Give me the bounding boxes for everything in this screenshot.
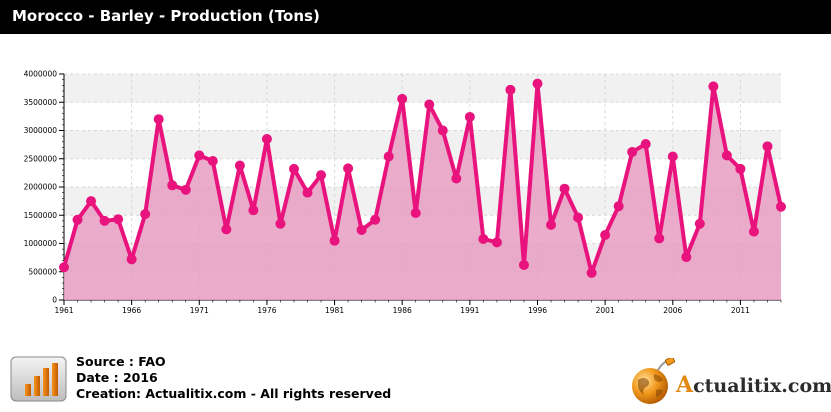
data-point bbox=[113, 214, 124, 225]
x-tick-label: 2001 bbox=[596, 306, 615, 315]
data-point bbox=[59, 262, 69, 273]
data-point bbox=[586, 267, 597, 278]
data-point bbox=[748, 226, 759, 237]
actualitix-logo[interactable]: Actualitix.com bbox=[628, 350, 831, 408]
x-tick-label: 1996 bbox=[528, 306, 547, 315]
data-point bbox=[234, 160, 245, 171]
data-point bbox=[546, 219, 557, 230]
data-point bbox=[694, 218, 705, 229]
y-tick-label: 3000000 bbox=[24, 126, 58, 135]
data-point bbox=[464, 111, 475, 122]
data-point bbox=[72, 214, 83, 225]
data-point bbox=[518, 259, 529, 270]
x-tick-label: 1986 bbox=[393, 306, 412, 315]
data-point bbox=[370, 214, 381, 225]
data-point bbox=[275, 218, 286, 229]
grid-band bbox=[64, 102, 781, 131]
data-point bbox=[735, 163, 746, 174]
data-point bbox=[437, 125, 448, 136]
data-point bbox=[640, 139, 651, 150]
x-tick-label: 2006 bbox=[663, 306, 682, 315]
y-tick-label: 1500000 bbox=[24, 211, 58, 220]
data-point bbox=[288, 163, 299, 174]
data-point bbox=[261, 133, 272, 144]
data-point bbox=[194, 150, 205, 161]
data-point bbox=[248, 205, 259, 216]
data-point bbox=[86, 196, 97, 207]
data-point bbox=[491, 237, 502, 248]
source-line: Source : FAO bbox=[76, 354, 166, 369]
data-point bbox=[316, 170, 327, 181]
data-point bbox=[153, 114, 164, 125]
data-point bbox=[343, 163, 354, 174]
data-point bbox=[99, 215, 110, 226]
brand-name: Actualitix.com bbox=[676, 372, 831, 398]
data-point bbox=[654, 233, 665, 244]
data-point bbox=[410, 207, 421, 218]
y-tick-label: 2500000 bbox=[24, 154, 58, 163]
data-point bbox=[383, 151, 394, 162]
data-point bbox=[667, 151, 678, 162]
y-tick-label: 3500000 bbox=[24, 98, 58, 107]
data-point bbox=[126, 254, 137, 265]
y-tick-label: 4000000 bbox=[24, 70, 58, 79]
data-point bbox=[532, 78, 543, 89]
data-point bbox=[167, 180, 178, 191]
y-tick-label: 500000 bbox=[28, 267, 57, 276]
x-tick-label: 1971 bbox=[190, 306, 209, 315]
data-point bbox=[478, 233, 489, 244]
x-tick-label: 1966 bbox=[122, 306, 141, 315]
title-bar: Morocco - Barley - Production (Tons) bbox=[0, 0, 831, 34]
data-point bbox=[600, 230, 611, 241]
globe-icon bbox=[632, 358, 676, 404]
data-point bbox=[180, 184, 191, 195]
x-tick-label: 1981 bbox=[325, 306, 344, 315]
grid-band bbox=[64, 74, 781, 103]
data-point bbox=[424, 99, 435, 110]
data-point bbox=[207, 156, 218, 167]
data-point bbox=[721, 150, 732, 161]
data-point bbox=[681, 252, 692, 263]
source-info: Source : FAO Date : 2016 Creation: Actua… bbox=[76, 354, 391, 402]
creation-line: Creation: Actualitix.com - All rights re… bbox=[76, 386, 392, 401]
data-point bbox=[708, 81, 719, 92]
data-point bbox=[140, 209, 151, 220]
data-point bbox=[762, 141, 773, 152]
data-point bbox=[613, 201, 624, 212]
production-chart: 0 500000 1000000 1500000 2000000 2500000 30000… bbox=[24, 70, 786, 315]
data-point bbox=[627, 146, 638, 157]
date-line: Date : 2016 bbox=[76, 370, 158, 385]
x-tick-label: 1991 bbox=[460, 306, 479, 315]
x-tick-label: 1976 bbox=[257, 306, 276, 315]
footer: Source : FAO Date : 2016 Creation: Actua… bbox=[0, 344, 831, 412]
y-tick-label: 0 bbox=[52, 296, 57, 305]
page-title: Morocco - Barley - Production (Tons) bbox=[12, 7, 320, 25]
bar-chart-icon bbox=[10, 356, 67, 402]
data-point bbox=[451, 173, 462, 184]
x-tick-label: 1961 bbox=[54, 306, 73, 315]
y-tick-label: 1000000 bbox=[24, 239, 58, 248]
data-point bbox=[397, 93, 408, 104]
chart-area: 0 500000 1000000 1500000 2000000 2500000 30000… bbox=[0, 34, 831, 334]
y-tick-label: 2000000 bbox=[24, 183, 58, 192]
data-point bbox=[559, 183, 570, 194]
data-point bbox=[776, 201, 786, 212]
data-point bbox=[573, 212, 584, 223]
data-point bbox=[329, 235, 340, 246]
data-point bbox=[302, 187, 313, 198]
data-point bbox=[505, 84, 516, 95]
data-point bbox=[356, 224, 367, 235]
data-point bbox=[221, 224, 232, 235]
x-tick-label: 2011 bbox=[731, 306, 750, 315]
